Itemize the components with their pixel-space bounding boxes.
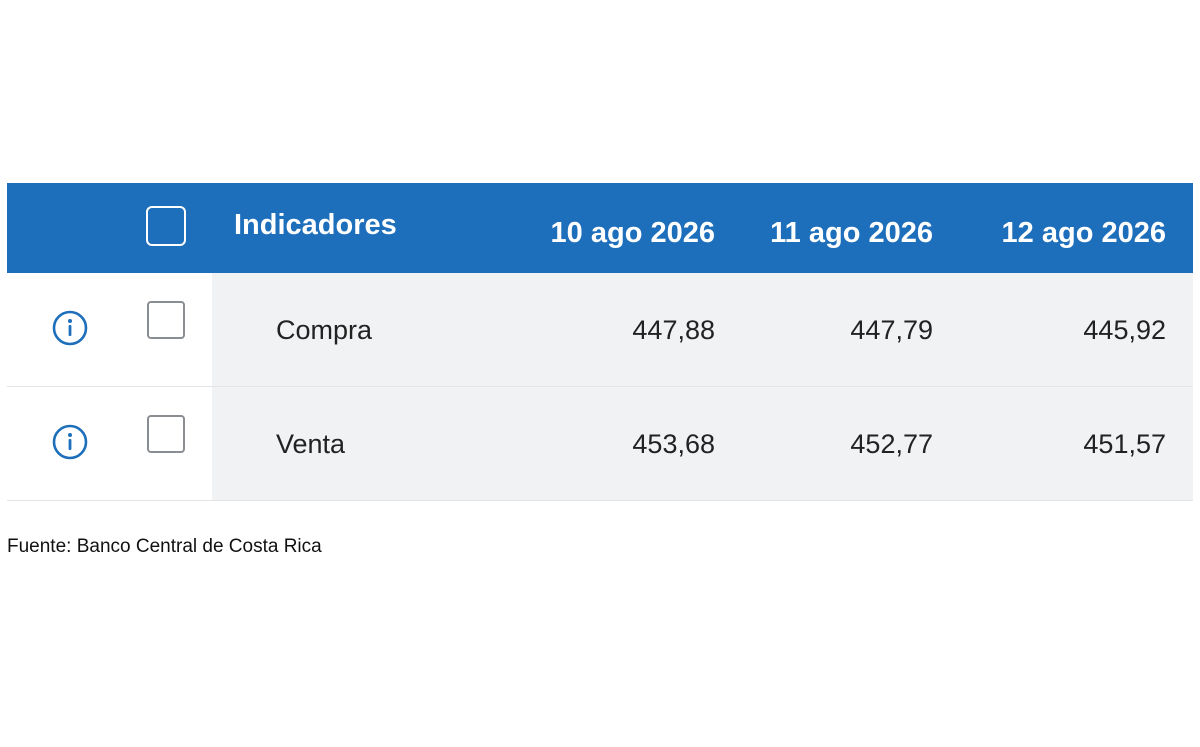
row-check-cell: [131, 273, 212, 386]
info-icon[interactable]: [52, 310, 88, 346]
value-venta-1: 453,68: [462, 386, 742, 500]
table-row-venta: Venta 453,68 452,77 451,57: [7, 386, 1193, 500]
row-info-cell: [7, 273, 131, 386]
value-compra-2: 447,79: [742, 273, 960, 386]
info-icon[interactable]: [52, 424, 88, 460]
value-compra-1: 447,88: [462, 273, 742, 386]
select-all-checkbox[interactable]: [145, 206, 186, 246]
indicators-table-container: Indicadores 10 ago 2026 11 ago 2026 12 a…: [7, 183, 1193, 501]
header-indicadores: Indicadores: [234, 208, 397, 241]
header-info-cell: [7, 183, 131, 273]
row-label-compra: Compra: [212, 273, 462, 386]
row-checkbox-venta[interactable]: [146, 414, 185, 453]
header-date-3: 12 ago 2026: [1001, 216, 1166, 249]
value-compra-3: 445,92: [960, 273, 1193, 386]
row-info-cell: [7, 386, 131, 500]
source-note: Fuente: Banco Central de Costa Rica: [7, 536, 322, 557]
row-checkbox-compra[interactable]: [146, 300, 185, 339]
indicators-table: Indicadores 10 ago 2026 11 ago 2026 12 a…: [7, 183, 1193, 501]
table-header-row: Indicadores 10 ago 2026 11 ago 2026 12 a…: [7, 183, 1193, 273]
value-venta-3: 451,57: [960, 386, 1193, 500]
header-check-cell: [131, 183, 212, 273]
header-date-1: 10 ago 2026: [550, 216, 715, 249]
table-row-compra: Compra 447,88 447,79 445,92: [7, 273, 1193, 386]
row-label-venta: Venta: [212, 386, 462, 500]
value-venta-2: 452,77: [742, 386, 960, 500]
row-check-cell: [131, 386, 212, 500]
header-date-2: 11 ago 2026: [770, 216, 933, 249]
